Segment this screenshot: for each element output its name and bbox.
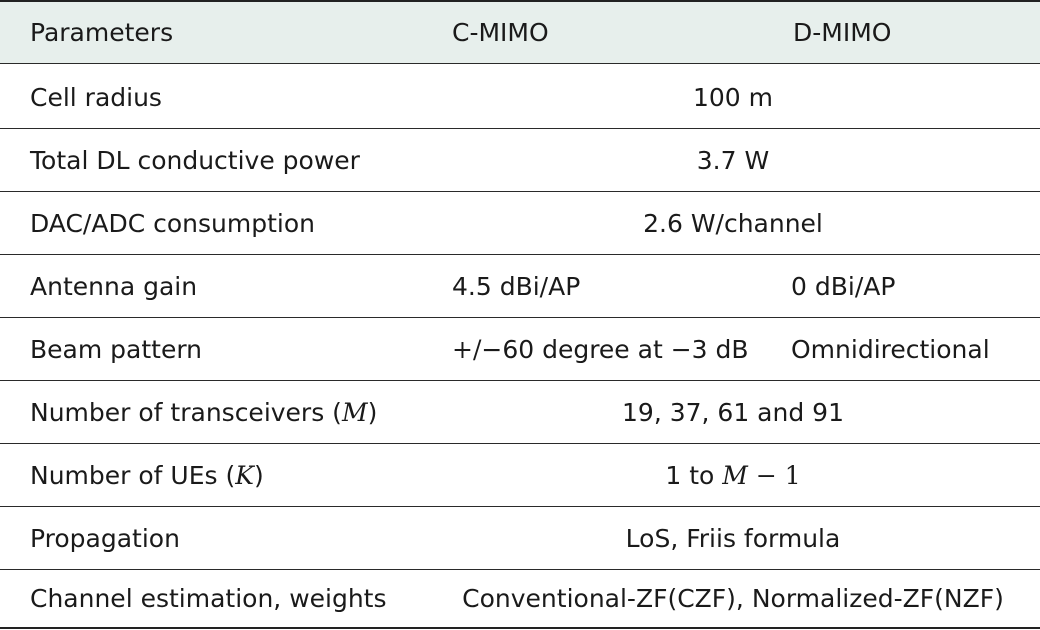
param-cell-radius: Cell radius: [30, 83, 162, 112]
value-text-end: − 1: [747, 461, 801, 490]
param-antenna-gain: Antenna gain: [30, 272, 198, 301]
table-row: Antenna gain 4.5 dBi/AP 0 dBi/AP: [0, 256, 1040, 318]
param-text-end: ): [253, 461, 264, 490]
value-num-transceivers: 19, 37, 61 and 91: [622, 398, 844, 427]
table-row: Total DL conductive power 3.7 W: [0, 130, 1040, 192]
table-row: Channel estimation, weights Conventional…: [0, 571, 1040, 627]
param-propagation: Propagation: [30, 524, 180, 553]
value-propagation: LoS, Friis formula: [625, 524, 841, 553]
param-channel-estimation: Channel estimation, weights: [30, 584, 387, 613]
value-antenna-gain-c-mimo: 4.5 dBi/AP: [452, 272, 581, 301]
param-dac-adc: DAC/ADC consumption: [30, 209, 315, 238]
symbol-k: K: [235, 461, 254, 490]
beam-pattern-text: −60 degree at −3 dB: [481, 335, 749, 364]
table-row: Beam pattern +/−60 degree at −3 dB Omnid…: [0, 319, 1040, 381]
table-bottom-rule: [0, 627, 1040, 629]
symbol-m: M: [341, 398, 368, 427]
param-num-ues: Number of UEs (K): [30, 445, 264, 507]
table-row: Number of transceivers (M) 19, 37, 61 an…: [0, 382, 1040, 444]
table-row: Number of UEs (K) 1 to M − 1: [0, 445, 1040, 507]
table-row: DAC/ADC consumption 2.6 W/channel: [0, 193, 1040, 255]
table-row: Propagation LoS, Friis formula: [0, 508, 1040, 570]
param-num-transceivers: Number of transceivers (M): [30, 382, 377, 444]
param-text-end: ): [367, 398, 378, 427]
header-d-mimo: D-MIMO: [793, 18, 892, 47]
param-text: Number of UEs (: [30, 461, 236, 490]
plus-minus-prefix: +/: [452, 335, 482, 364]
value-num-ues: 1 to M − 1: [452, 445, 1014, 507]
value-antenna-gain-d-mimo: 0 dBi/AP: [791, 272, 896, 301]
header-c-mimo: C-MIMO: [452, 18, 549, 47]
param-text: Number of transceivers (: [30, 398, 342, 427]
symbol-m: M: [722, 461, 748, 490]
param-total-dl-power: Total DL conductive power: [30, 146, 360, 175]
value-dac-adc: 2.6 W/channel: [643, 209, 823, 238]
table-row: Cell radius 100 m: [0, 67, 1040, 129]
param-beam-pattern: Beam pattern: [30, 335, 203, 364]
value-cell-radius: 100 m: [692, 83, 774, 112]
value-total-dl-power: 3.7 W: [696, 146, 770, 175]
header-parameters: Parameters: [30, 18, 174, 47]
value-text: 1 to: [665, 461, 723, 490]
table-header-row: Parameters C-MIMO D-MIMO: [0, 2, 1040, 64]
value-beam-pattern-c-mimo: +/−60 degree at −3 dB: [452, 319, 749, 381]
value-beam-pattern-d-mimo: Omnidirectional: [791, 335, 990, 364]
value-channel-estimation: Conventional-ZF(CZF), Normalized-ZF(NZF): [462, 584, 1004, 613]
table-top-rule: [0, 0, 1040, 2]
